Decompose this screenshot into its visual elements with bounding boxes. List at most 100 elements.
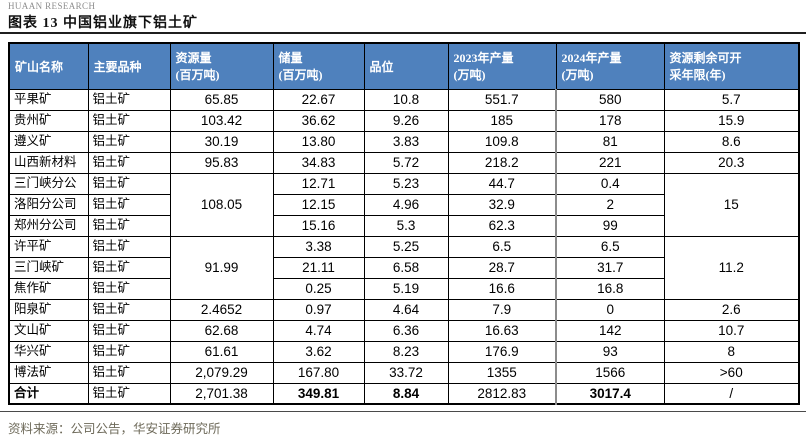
column-header: 资源剩余可开 采年限(年) bbox=[663, 42, 800, 90]
table-cell: 108.05 bbox=[169, 172, 274, 237]
table-cell: 10.7 bbox=[663, 319, 800, 342]
table-cell: 28.7 bbox=[447, 256, 557, 279]
table-cell: 铝土矿 bbox=[87, 319, 171, 342]
table-cell: 2 bbox=[555, 193, 665, 216]
table-cell: 6.58 bbox=[363, 256, 449, 279]
table-cell: 1355 bbox=[447, 361, 557, 384]
brand-text: HUAAN RESEARCH bbox=[8, 1, 96, 11]
table-cell: 61.61 bbox=[169, 340, 274, 363]
table-cell: 合计 bbox=[8, 382, 89, 405]
table-cell: 洛阳分公司 bbox=[8, 193, 89, 216]
table-cell: 15.9 bbox=[663, 109, 800, 132]
table-cell: 10.8 bbox=[363, 88, 449, 111]
table-cell: 7.9 bbox=[447, 298, 557, 321]
table-cell: 16.63 bbox=[447, 319, 557, 342]
table-cell: 62.68 bbox=[169, 319, 274, 342]
table-cell: 铝土矿 bbox=[87, 361, 171, 384]
table-cell: 3017.4 bbox=[555, 382, 665, 405]
table-cell: 221 bbox=[555, 151, 665, 174]
table-cell: 4.74 bbox=[272, 319, 365, 342]
table-cell: 109.8 bbox=[447, 130, 557, 153]
table-cell: 103.42 bbox=[169, 109, 274, 132]
table-cell: 铝土矿 bbox=[87, 382, 171, 405]
table-cell: 1566 bbox=[555, 361, 665, 384]
table-row: 合计 铝土矿 2,701.38 349.81 8.84 2812.83 3017.4/ bbox=[8, 382, 800, 405]
table-cell: 5.72 bbox=[363, 151, 449, 174]
table-cell: 13.80 bbox=[272, 130, 365, 153]
table-cell: 铝土矿 bbox=[87, 193, 171, 216]
table-cell: 95.83 bbox=[169, 151, 274, 174]
table-cell: 20.3 bbox=[663, 151, 800, 174]
table-cell: 3.38 bbox=[272, 235, 365, 258]
table-cell: 31.7 bbox=[555, 256, 665, 279]
table-cell: 2,079.29 bbox=[169, 361, 274, 384]
table-row: 博法矿 铝土矿 2,079.29 167.80 33.72 1355 1566 >60 bbox=[8, 361, 800, 384]
table-cell: 0.25 bbox=[272, 277, 365, 300]
table-cell: 16.8 bbox=[555, 277, 665, 300]
table-cell: 580 bbox=[555, 88, 665, 111]
table-cell: 0.97 bbox=[272, 298, 365, 321]
table-cell: / bbox=[663, 382, 800, 405]
table-cell: 铝土矿 bbox=[87, 235, 171, 258]
column-header: 储量 (百万吨) bbox=[272, 42, 365, 90]
table-cell: 5.23 bbox=[363, 172, 449, 195]
table-cell: 许平矿 bbox=[8, 235, 89, 258]
table-row: 文山矿 铝土矿 62.68 4.74 6.36 16.63 142 10.7 bbox=[8, 319, 800, 342]
table-cell: 0.4 bbox=[555, 172, 665, 195]
table-cell: 6.5 bbox=[555, 235, 665, 258]
table-row: 洛阳分公司 铝土矿 12.15 4.96 32.9 2 bbox=[8, 193, 799, 216]
column-header: 2024年产量 (万吨) bbox=[555, 42, 665, 90]
table-cell: 8.84 bbox=[363, 382, 449, 405]
table-cell: 65.85 bbox=[169, 88, 274, 111]
table-cell: 铝土矿 bbox=[87, 340, 171, 363]
table-cell: 178 bbox=[555, 109, 665, 132]
table-cell: 12.71 bbox=[272, 172, 365, 195]
table-cell: 15.16 bbox=[272, 214, 365, 237]
table-body: 平果矿 铝土矿 65.85 22.67 10.8 551.7 580 5.7 贵州矿 铝土矿 103… bbox=[8, 88, 800, 405]
table-row: 三门峡分公 铝土矿 108.05 12.71 5.23 44.7 0.4 15 bbox=[8, 172, 800, 237]
table-cell: 12.15 bbox=[272, 193, 365, 216]
table-cell: 铝土矿 bbox=[87, 277, 171, 300]
table-cell: 33.72 bbox=[363, 361, 449, 384]
table-cell: 218.2 bbox=[447, 151, 557, 174]
table-cell: 平果矿 bbox=[8, 88, 89, 111]
table-cell: 铝土矿 bbox=[87, 256, 171, 279]
table-cell: 9.26 bbox=[363, 109, 449, 132]
table-cell: 焦作矿 bbox=[8, 277, 89, 300]
table-cell: 3.83 bbox=[363, 130, 449, 153]
table-cell: 2812.83 bbox=[447, 382, 557, 405]
table-cell: 30.19 bbox=[169, 130, 274, 153]
table-row: 许平矿 铝土矿 91.99 3.38 5.25 6.5 6.5 11.2 bbox=[8, 235, 800, 300]
table-cell: 铝土矿 bbox=[87, 109, 171, 132]
column-header: 品位 bbox=[363, 42, 449, 90]
table-cell: 32.9 bbox=[447, 193, 557, 216]
table-cell: 铝土矿 bbox=[87, 214, 171, 237]
table-row: 华兴矿 铝土矿 61.61 3.62 8.23 176.9 93 8 bbox=[8, 340, 800, 363]
table-cell: 5.3 bbox=[363, 214, 449, 237]
table-cell: 36.62 bbox=[272, 109, 365, 132]
table-cell: 349.81 bbox=[272, 382, 365, 405]
table-cell: 185 bbox=[447, 109, 557, 132]
table-cell: 2.6 bbox=[663, 298, 800, 321]
table-cell: 2,701.38 bbox=[169, 382, 274, 405]
table-cell: >60 bbox=[663, 361, 800, 384]
table-cell: 176.9 bbox=[447, 340, 557, 363]
table-cell: 铝土矿 bbox=[87, 298, 171, 321]
table-cell: 0 bbox=[555, 298, 665, 321]
table-cell: 8.23 bbox=[363, 340, 449, 363]
table-cell: 铝土矿 bbox=[87, 88, 171, 111]
source-note: 资料来源：公司公告，华安证券研究所 bbox=[8, 422, 221, 436]
table-cell: 铝土矿 bbox=[87, 172, 171, 195]
table-cell: 34.83 bbox=[272, 151, 365, 174]
table-cell: 91.99 bbox=[169, 235, 274, 300]
table-row: 平果矿 铝土矿 65.85 22.67 10.8 551.7 580 5.7 bbox=[8, 88, 800, 111]
table-cell: 3.62 bbox=[272, 340, 365, 363]
table-cell: 三门峡矿 bbox=[8, 256, 89, 279]
table-cell: 62.3 bbox=[447, 214, 557, 237]
table-cell: 博法矿 bbox=[8, 361, 89, 384]
column-header: 矿山名称 bbox=[8, 42, 89, 90]
table-cell: 81 bbox=[555, 130, 665, 153]
title-divider bbox=[0, 32, 806, 34]
table-cell: 11.2 bbox=[663, 235, 800, 300]
table-cell: 阳泉矿 bbox=[8, 298, 89, 321]
